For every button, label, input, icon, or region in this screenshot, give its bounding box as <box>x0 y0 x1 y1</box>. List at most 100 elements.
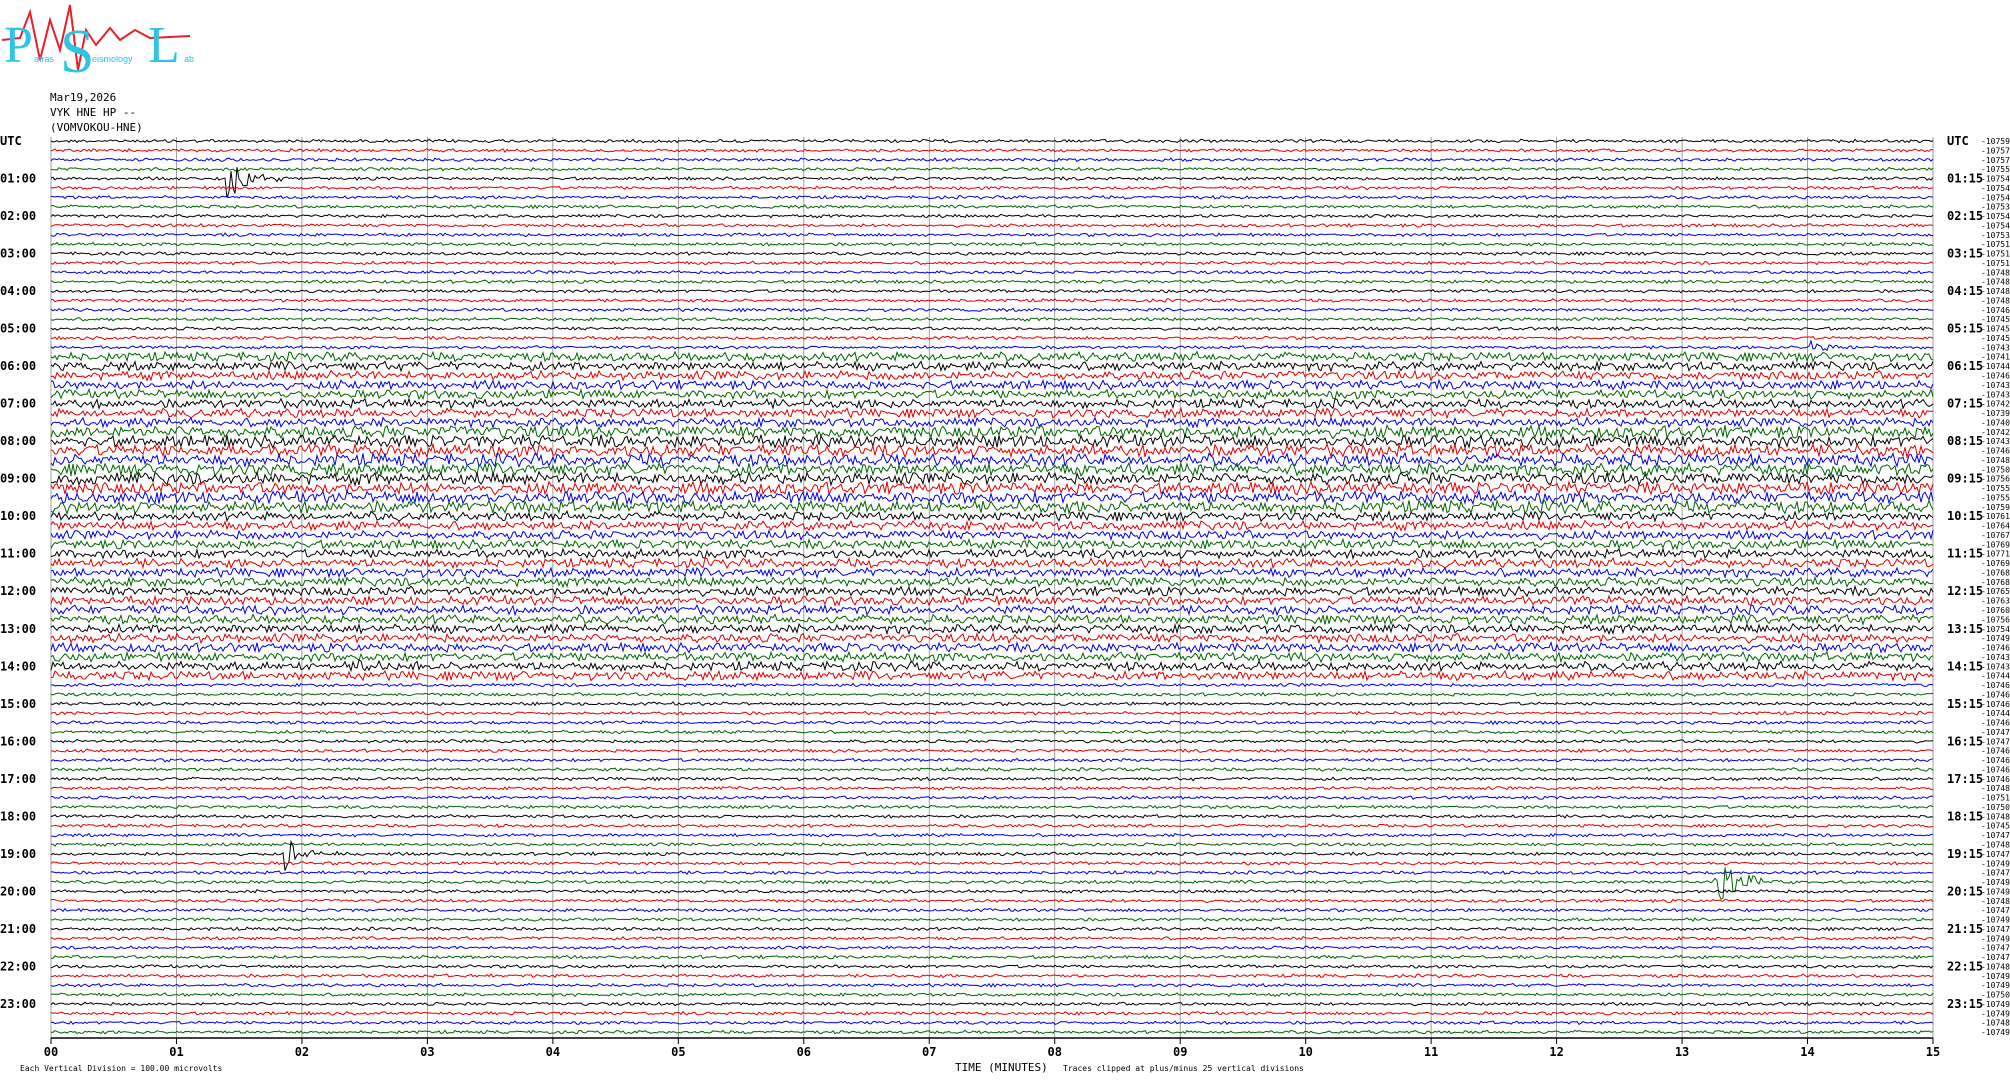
trace-offset: -10755 <box>1981 165 2010 174</box>
trace <box>50 269 1934 275</box>
trace <box>50 335 1934 341</box>
trace <box>50 537 1934 551</box>
trace <box>50 489 1934 506</box>
trace <box>50 785 1934 791</box>
trace-offset: -10763 <box>1981 597 2010 606</box>
trace-offset: -10765 <box>1981 587 2010 596</box>
trace <box>50 594 1934 607</box>
trace <box>50 640 1934 654</box>
trace <box>50 613 1934 626</box>
trace <box>50 241 1934 247</box>
hour-label: 04:15 <box>1947 284 1983 298</box>
x-tick-label: 10 <box>1298 1045 1312 1059</box>
trace-offset: -10747 <box>1981 906 2010 915</box>
x-axis-title: TIME (MINUTES) <box>955 1061 1048 1074</box>
trace <box>50 776 1934 782</box>
trace <box>50 738 1934 744</box>
trace-offset: -10747 <box>1981 737 2010 746</box>
trace-offset: -10749 <box>1981 972 2010 981</box>
trace <box>51 804 1934 810</box>
trace <box>50 251 1934 257</box>
trace-offset: -10744 <box>1981 709 2010 718</box>
trace-offset: -10768 <box>1981 568 2010 577</box>
logo-word: ab <box>184 54 194 64</box>
trace <box>50 622 1934 636</box>
trace <box>50 889 1934 894</box>
hour-label: 07:15 <box>1947 397 1983 411</box>
trace <box>50 935 1934 941</box>
trace <box>50 860 1934 866</box>
trace <box>50 794 1934 801</box>
channel: VYK HNE HP -- <box>50 106 136 119</box>
trace-offset: -10749 <box>1981 981 2010 990</box>
trace <box>50 369 1934 382</box>
trace <box>50 701 1934 707</box>
trace <box>50 907 1934 913</box>
hour-label: 13:15 <box>1947 622 1983 636</box>
hour-label: 23:15 <box>1947 997 1983 1011</box>
trace-offset: -10746 <box>1981 690 2010 699</box>
trace <box>50 631 1934 645</box>
x-tick-label: 05 <box>671 1045 685 1059</box>
trace <box>50 729 1934 735</box>
hour-label: 05:15 <box>1947 322 1983 336</box>
hour-label: UTC <box>0 134 22 148</box>
trace-offset: -10743 <box>1981 437 2010 446</box>
x-tick-label: 08 <box>1048 1045 1062 1059</box>
logo-word: eismology <box>92 54 133 64</box>
trace-offset: -10749 <box>1981 859 2010 868</box>
x-tick-label: 02 <box>295 1045 309 1059</box>
trace <box>50 406 1934 420</box>
trace-offset: -10748 <box>1981 784 2010 793</box>
trace-offset: -10751 <box>1981 794 2010 803</box>
trace <box>50 992 1934 998</box>
x-tick-label: 03 <box>420 1045 434 1059</box>
trace <box>50 167 1934 199</box>
trace <box>50 147 1934 153</box>
hour-label: 03:15 <box>1947 247 1983 261</box>
hour-label: 02:00 <box>0 209 36 223</box>
hour-label: UTC <box>1947 134 1969 148</box>
trace-offset: -10745 <box>1981 315 2010 324</box>
trace <box>50 710 1934 716</box>
trace <box>50 748 1934 754</box>
hour-label: 22:15 <box>1947 959 1983 973</box>
x-tick-label: 01 <box>169 1045 183 1059</box>
hour-label: 02:15 <box>1947 209 1983 223</box>
x-tick-label: 15 <box>1926 1045 1940 1059</box>
trace-offset: -10743 <box>1981 653 2010 662</box>
trace <box>50 378 1934 391</box>
trace <box>50 519 1934 533</box>
logo-letter: L <box>148 17 180 74</box>
hour-label: 01:15 <box>1947 172 1983 186</box>
trace-offset: -10746 <box>1981 700 2010 709</box>
trace-offset: -10754 <box>1981 184 2010 193</box>
trace <box>50 926 1933 932</box>
trace <box>50 359 1934 373</box>
trace-offset: -10746 <box>1981 747 2010 756</box>
hour-label: 15:00 <box>0 697 36 711</box>
trace-offset: -10755 <box>1981 493 2010 502</box>
trace <box>50 279 1934 285</box>
trace-offset: -10756 <box>1981 615 2010 624</box>
hour-label: 15:15 <box>1947 697 1983 711</box>
hour-label: 10:00 <box>0 509 36 523</box>
logo-word: atras <box>34 54 55 64</box>
trace-offset: -10749 <box>1981 1000 2010 1009</box>
trace <box>50 442 1934 460</box>
hour-label: 07:00 <box>0 397 36 411</box>
x-tick-label: 12 <box>1549 1045 1563 1059</box>
hour-label: 20:15 <box>1947 884 1983 898</box>
hour-label: 16:00 <box>0 734 36 748</box>
trace-offset: -10748 <box>1981 841 2010 850</box>
trace-offset: -10739 <box>1981 409 2010 418</box>
trace-offset: -10748 <box>1981 456 2010 465</box>
trace <box>50 963 1934 969</box>
trace-offset: -10767 <box>1981 531 2010 540</box>
trace-offset: -10754 <box>1981 193 2010 202</box>
hour-label: 21:00 <box>0 922 36 936</box>
trace-offset: -10764 <box>1981 522 2010 531</box>
trace <box>50 973 1934 979</box>
trace <box>50 584 1934 598</box>
